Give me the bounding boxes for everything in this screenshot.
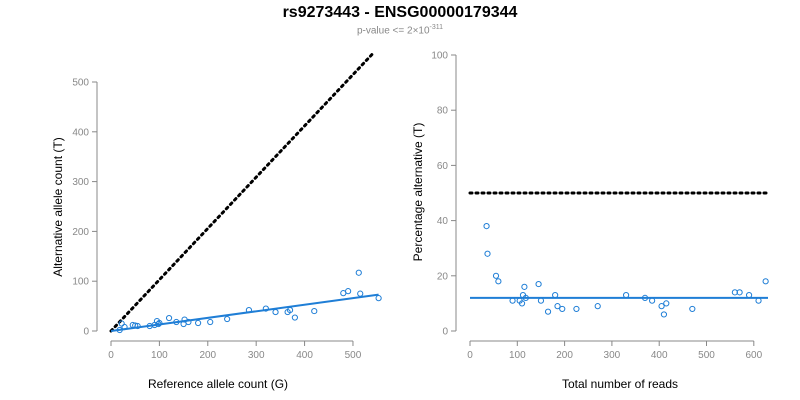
right-data-point [509,297,516,304]
right-data-point [736,289,743,296]
right-x-tick-label: 500 [698,350,715,361]
left-x-tick-label: 500 [345,350,362,361]
left-data-point [272,308,279,316]
right-data-point [663,300,670,307]
left-data-point [156,319,163,327]
right-data-point [495,278,502,285]
left-x-tick-label: 0 [108,350,114,361]
right-data-point [483,223,490,230]
left-data-point [291,314,298,321]
right-data-point [573,305,580,313]
right-x-tick-label: 300 [604,350,621,361]
right-y-axis-label: Percentage alternative (T) [411,123,425,262]
left-data-point [165,314,173,322]
left-x-tick-label: 300 [248,350,265,361]
right-axes: 0 20 40 60 80 100 0 100 200 300 400 500 600 [431,51,762,362]
right-x-tick-label: 600 [745,350,762,361]
right-data-point [535,280,542,288]
right-data-point [755,297,762,304]
left-data-point [311,307,318,315]
left-y-tick-label: 0 [83,327,89,338]
left-y-tick-label: 100 [72,277,89,288]
left-data-point [224,315,231,323]
left-x-tick-label: 200 [199,350,216,361]
right-data-point [660,311,668,318]
right-x-axis-label: Total number of reads [562,377,678,391]
right-x-tick-label: 400 [651,350,668,361]
left-fit-line [110,293,379,332]
left-data-point [195,319,202,327]
right-x-tick-label: 200 [556,350,573,361]
right-data-point [559,305,566,313]
right-y-tick-label: 40 [437,216,449,227]
left-reference-line [109,52,374,333]
left-y-tick-label: 200 [72,227,89,238]
right-y-tick-label: 20 [437,271,449,282]
right-data-point [745,292,753,299]
left-data-point [245,306,253,314]
left-data-point [207,318,214,326]
right-points [483,223,769,318]
left-x-axis-label: Reference allele count (G) [148,377,288,391]
left-data-point [132,322,139,329]
right-data-point [762,278,769,285]
left-data-point [134,322,141,330]
right-data-point [518,300,526,307]
left-data-point [345,288,352,295]
subtitle-prefix: p-value <= 2×10 [356,25,430,37]
right-data-point [641,294,649,301]
left-data-point [262,305,269,312]
left-data-point [375,295,382,302]
chart-subtitle: p-value <= 2×10-311 [0,24,800,36]
left-reference-dotted-line [109,52,374,333]
right-data-point [544,308,552,315]
left-fit-line [110,293,379,332]
right-y-tick-label: 0 [442,327,448,338]
left-axes: 0 100 200 300 400 500 0 100 200 300 400 500 [72,78,361,362]
left-y-tick-label: 500 [72,78,89,89]
right-data-point [594,303,601,310]
right-data-point [649,297,656,304]
left-y-tick-label: 300 [72,177,89,188]
right-data-point [484,250,491,257]
chart-title: rs9273443 - ENSG00000179344 [282,4,518,21]
left-y-tick-label: 400 [72,127,89,138]
left-y-axis-label: Alternative allele count (T) [51,137,65,276]
right-y-tick-label: 100 [431,51,448,62]
left-data-point [155,320,162,328]
left-data-point [357,290,364,297]
right-data-point [537,297,545,304]
right-y-tick-label: 80 [437,106,449,117]
right-data-point [522,294,529,301]
right-x-tick-label: 0 [467,350,473,361]
left-data-point [173,318,180,326]
subtitle-exponent: -311 [429,24,444,31]
left-x-tick-label: 100 [151,350,168,361]
right-data-point [521,283,528,290]
left-data-point [185,318,192,326]
left-data-point [121,323,128,331]
right-y-tick-label: 60 [437,161,449,172]
right-data-point [689,305,696,313]
right-data-point [492,272,500,279]
right-x-tick-label: 100 [509,350,526,361]
right-data-point [554,303,561,310]
left-x-tick-label: 400 [296,350,313,361]
left-points [116,269,382,334]
right-data-point [622,292,630,299]
right-data-point [658,303,665,310]
right-data-point [552,292,559,299]
left-data-point [286,306,294,314]
left-data-point [355,269,362,276]
left-data-point [116,326,123,334]
